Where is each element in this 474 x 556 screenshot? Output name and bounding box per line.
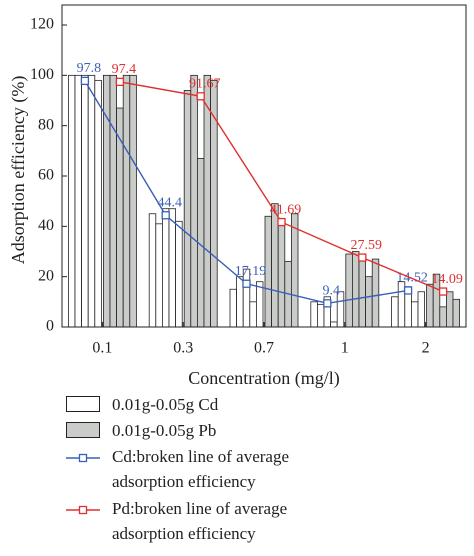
bar	[277, 220, 286, 328]
marker	[323, 299, 332, 308]
bar	[452, 298, 460, 328]
y-axis-label: Adsorption efficiency (%)	[8, 76, 29, 265]
data-label: 97.8	[77, 61, 102, 76]
y-tick-label: 0	[46, 318, 54, 335]
bar	[371, 258, 380, 328]
bar	[439, 306, 447, 328]
y-tick-label: 80	[38, 116, 54, 133]
bar	[445, 291, 454, 328]
legend-key	[66, 422, 100, 438]
data-label: 27.59	[351, 238, 383, 253]
bar	[109, 74, 117, 328]
legend-item: 0.01g-0.05g Cd	[66, 392, 327, 417]
y-tick-label: 40	[38, 217, 54, 234]
bar	[358, 253, 366, 328]
marker	[403, 286, 413, 295]
marker	[438, 287, 448, 296]
data-label: 14.09	[431, 272, 463, 287]
bar	[310, 301, 318, 328]
bar	[68, 74, 76, 328]
bar	[426, 283, 434, 328]
bar	[410, 301, 419, 328]
bar	[148, 213, 157, 328]
bar	[345, 253, 353, 328]
bar	[397, 281, 406, 328]
x-tick-label: 0.7	[254, 340, 274, 357]
y-tick-label: 20	[38, 267, 54, 284]
x-tick-label: 2	[422, 340, 430, 357]
bar	[161, 208, 170, 328]
legend-key	[66, 448, 100, 464]
bar	[155, 223, 163, 328]
bar	[417, 291, 425, 328]
marker	[115, 77, 125, 87]
plot-frame	[61, 4, 467, 328]
x-tick-label: 0.3	[173, 340, 193, 357]
data-label: 44.4	[157, 195, 182, 210]
bar	[203, 74, 211, 328]
data-label: 97.4	[112, 62, 137, 77]
bar	[168, 208, 176, 328]
bar	[249, 301, 257, 328]
legend-line	[66, 505, 100, 515]
marker	[196, 92, 205, 101]
bar	[391, 296, 399, 328]
marker	[242, 279, 251, 288]
marker	[161, 211, 170, 220]
x-tick-label: 1	[341, 340, 349, 357]
x-tick-label: 0.1	[92, 340, 112, 357]
bar	[351, 251, 360, 328]
bar	[271, 203, 279, 328]
legend-item: 0.01g-0.05g Pb	[66, 418, 327, 443]
legend-label: Cd:broken line of average adsorption eff…	[112, 447, 290, 491]
legend-label: Pd:broken line of average adsorption eff…	[112, 499, 288, 543]
bar	[190, 74, 198, 328]
legend-item: Pd:broken line of average adsorption eff…	[66, 496, 327, 546]
y-tick-label: 120	[30, 16, 54, 33]
bar	[236, 276, 244, 328]
bar	[122, 74, 131, 328]
data-label: 91.67	[189, 77, 221, 92]
legend-label: 0.01g-0.05g Pb	[112, 421, 217, 440]
y-tick-label: 60	[38, 167, 54, 184]
bar	[290, 213, 299, 328]
marker	[277, 217, 286, 227]
bar	[316, 303, 325, 328]
legend-line	[66, 453, 100, 463]
bar	[81, 74, 89, 328]
bar	[183, 90, 192, 328]
bar	[255, 281, 264, 328]
bar	[129, 74, 137, 328]
bar	[116, 107, 124, 328]
data-label: 17.19	[235, 264, 267, 279]
marker	[80, 76, 90, 86]
bar	[94, 79, 102, 328]
bar	[74, 74, 82, 328]
legend-label: 0.01g-0.05g Cd	[112, 395, 219, 414]
bar	[330, 321, 338, 328]
marker	[358, 253, 367, 262]
bar	[365, 276, 373, 328]
x-axis-label: Concentration (mg/l)	[188, 368, 339, 389]
legend-item: Cd:broken line of average adsorption eff…	[66, 444, 327, 494]
legend-key	[66, 500, 100, 516]
data-label: 41.69	[270, 202, 302, 217]
chart: Adsorption efficiency (%) Concentration …	[8, 4, 467, 389]
legend-key	[66, 396, 100, 412]
data-label: 9.4	[323, 284, 341, 299]
bar	[229, 288, 237, 328]
y-tick-label: 100	[30, 66, 54, 83]
bar	[87, 74, 96, 328]
bar	[175, 220, 183, 328]
